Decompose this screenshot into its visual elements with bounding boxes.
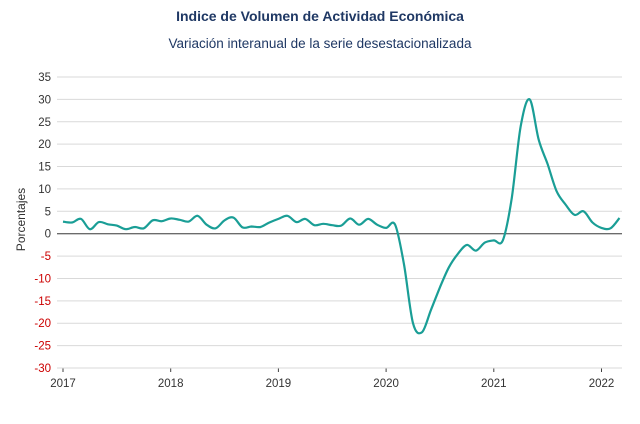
- y-tick-label: -10: [34, 273, 51, 285]
- y-tick-label: 15: [38, 162, 51, 174]
- y-tick-label: 0: [45, 229, 51, 241]
- gridlines: [57, 76, 622, 369]
- y-tick-label: -30: [34, 363, 51, 375]
- y-tick-label: 5: [45, 206, 51, 218]
- x-tick-label: 2021: [481, 378, 507, 390]
- y-axis-ticks: 35 30 25 20 15 10 5 0 -5 -10 -15 -20 -25 -30: [34, 72, 51, 375]
- chart-title: Indice de Volumen de Actividad Económica: [176, 8, 464, 24]
- y-axis-label: Porcentajes: [14, 188, 28, 251]
- y-tick-label: 25: [38, 117, 51, 129]
- y-tick-label: -15: [34, 296, 51, 308]
- y-tick-label: -25: [34, 341, 51, 353]
- x-tick-label: 2017: [50, 378, 76, 390]
- x-tick-label: 2022: [589, 378, 615, 390]
- y-tick-label: 35: [38, 72, 51, 84]
- x-axis-ticks: 2017 2018 2019 2020 2021 2022: [50, 368, 614, 390]
- chart-subtitle: Variación interanual de la serie desesta…: [168, 36, 472, 51]
- y-tick-label: -20: [34, 318, 51, 330]
- y-tick-label: 20: [38, 139, 51, 151]
- y-tick-label: -5: [41, 251, 51, 263]
- x-tick-label: 2019: [266, 378, 292, 390]
- x-tick-label: 2018: [158, 378, 184, 390]
- y-tick-label: 10: [38, 184, 51, 196]
- y-tick-label: 30: [38, 94, 51, 106]
- x-tick-label: 2020: [373, 378, 399, 390]
- series-line: [62, 98, 621, 335]
